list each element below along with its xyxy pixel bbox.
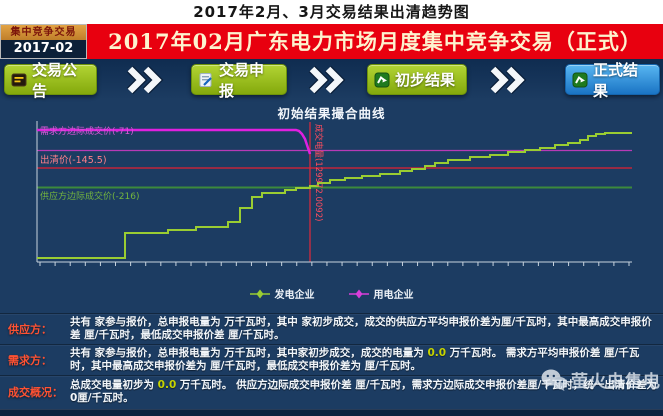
double-chevron-icon (308, 66, 346, 94)
arrow-badge-icon (572, 72, 588, 87)
demand-side-row: 需求方： 共有 家参与报价，总申报电量为 万千瓦时，其中家初步成交，成交的电量为… (0, 344, 663, 375)
supply-side-row: 供应方： 共有 家参与报价，总申报电量为 万千瓦时，其中 家初步成交，成交的供应… (0, 313, 663, 344)
legend-item-generators[interactable]: 发电企业 (249, 286, 315, 301)
highlighted-value: 0.0 (427, 346, 447, 359)
result-summary: 供应方： 共有 家参与报价，总申报电量为 万千瓦时，其中 家初步成交，成交的供应… (0, 313, 663, 408)
legend-label: 发电企业 (274, 290, 315, 301)
supply-side-text: 共有 家参与报价，总申报电量为 万千瓦时，其中 家初步成交，成交的供应方平均申报… (70, 315, 652, 342)
demand-side-label: 需求方： (8, 354, 52, 367)
banner-title: 2017年02月广东电力市场月度集中竞争交易（正式） (108, 29, 642, 54)
svg-text:需求方边际成交价(-71): 需求方边际成交价(-71) (40, 125, 134, 137)
nav-button-preliminary-result[interactable]: 初步结果 (367, 64, 467, 95)
trade-period-badge: 集中竞争交易 2017-02 (0, 24, 87, 59)
bottom-strip (0, 409, 663, 416)
deal-overview-label: 成交概况： (8, 386, 63, 399)
consumer-series-marker-icon (348, 289, 369, 298)
nav-button-trade-notice[interactable]: 交易公告 (4, 61, 97, 100)
svg-text:出清价(-145.5): 出清价(-145.5) (40, 154, 107, 166)
generator-series-marker-icon (249, 289, 270, 298)
badge-trade-month: 2017-02 (1, 40, 86, 58)
nav-button-trade-declare[interactable]: 交易申报 (191, 61, 287, 100)
badge-trade-type: 集中竞争交易 (1, 25, 86, 40)
matching-curve-chart: 需求方边际成交价(-71) 出清价(-145.5) 供应方边际成交价(-216) 成交… (36, 121, 632, 266)
supply-side-label: 供应方： (8, 323, 52, 336)
legend-label: 用电企业 (373, 290, 414, 301)
chart-title: 初始结果撮合曲线 (277, 106, 386, 121)
arrow-badge-icon (374, 72, 390, 87)
highlighted-value: 0.0 (157, 378, 177, 391)
svg-text:供应方边际成交价(-216): 供应方边际成交价(-216) (40, 190, 139, 202)
page-title: 2017年2月、3月交易结果出清趋势图 (193, 3, 470, 21)
chart-legend: 发电企业 用电企业 (0, 286, 663, 301)
double-chevron-icon (489, 66, 527, 94)
trade-step-nav: 交易公告 交易申报 (0, 59, 663, 100)
legend-item-consumers[interactable]: 用电企业 (348, 286, 414, 301)
nav-button-label: 初步结果 (395, 71, 456, 89)
svg-text:成交电量(129972.0092): 成交电量(129972.0092) (313, 124, 324, 221)
nav-button-label: 正式结果 (593, 60, 639, 100)
document-pencil-icon (199, 72, 212, 87)
double-chevron-icon (126, 66, 164, 94)
content-area: 交易公告 交易申报 (0, 59, 663, 416)
notice-board-icon (11, 73, 27, 86)
nav-button-label: 交易申报 (219, 60, 265, 100)
deal-overview-text: 总成交电量初步为 0.0 万千瓦时。 供应方边际成交申报价差 厘/千瓦时，需求方… (70, 378, 657, 405)
nav-button-official-result[interactable]: 正式结果 (565, 61, 660, 100)
nav-button-label: 交易公告 (32, 60, 78, 100)
deal-overview-row: 成交概况： 总成交电量初步为 0.0 万千瓦时。 供应方边际成交申报价差 厘/千… (0, 375, 663, 408)
demand-side-text: 共有 家参与报价，总申报电量为 万千瓦时，其中家初步成交，成交的电量为 0.0 … (70, 346, 640, 373)
market-banner: 集中竞争交易 2017-02 2017年02月广东电力市场月度集中竞争交易（正式… (0, 24, 663, 59)
